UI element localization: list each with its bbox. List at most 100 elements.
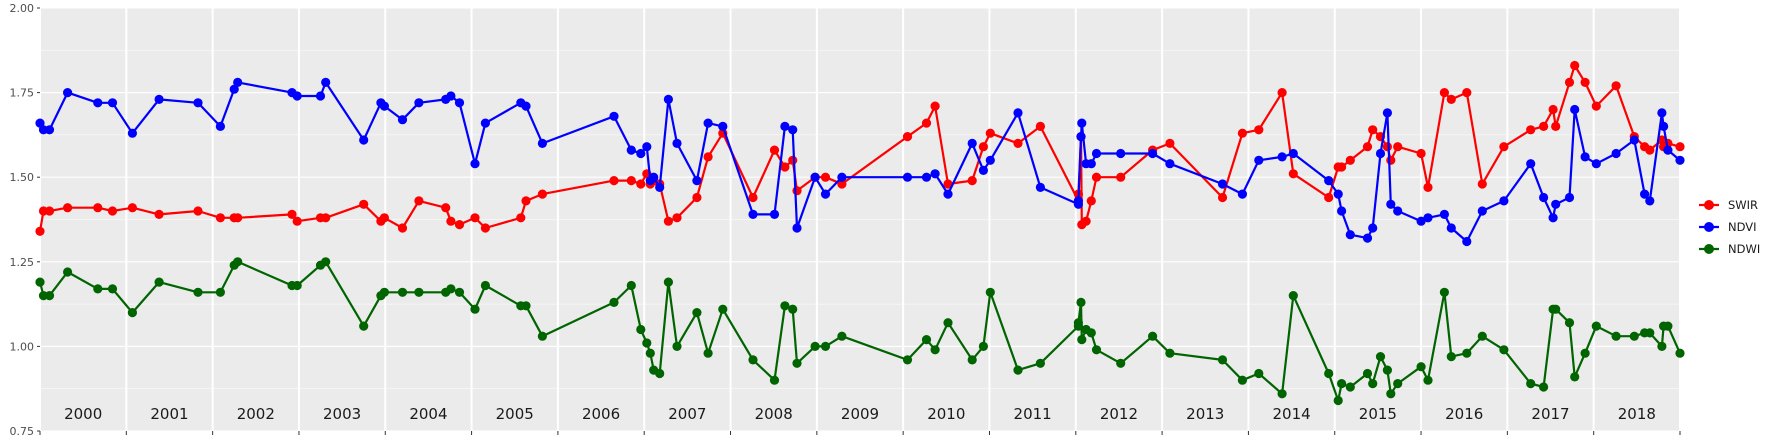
- data-point-ndwi: [1035, 358, 1045, 368]
- data-point-ndvi: [1375, 148, 1386, 159]
- data-point-ndvi: [229, 84, 239, 94]
- data-point-ndvi: [1423, 213, 1433, 223]
- data-point-ndwi: [1237, 375, 1247, 385]
- year-label: 2005: [496, 405, 534, 423]
- data-point-ndvi: [978, 165, 989, 175]
- data-point-ndvi: [1499, 196, 1509, 206]
- data-point-ndwi: [1382, 365, 1392, 375]
- data-point-swir: [321, 213, 331, 223]
- data-point-swir: [154, 209, 164, 219]
- data-point-ndwi: [1551, 304, 1561, 314]
- data-point-ndvi: [1591, 159, 1601, 169]
- data-point-ndvi: [655, 182, 665, 192]
- data-point-swir: [1462, 88, 1472, 98]
- data-point-ndwi: [978, 341, 989, 351]
- data-point-ndwi: [454, 287, 465, 297]
- data-point-swir: [788, 155, 798, 165]
- data-point-ndwi: [359, 321, 369, 331]
- data-point-ndvi: [1345, 230, 1355, 240]
- data-point-ndvi: [810, 172, 820, 182]
- data-point-ndwi: [414, 287, 424, 297]
- data-point-swir: [287, 209, 297, 219]
- data-point-ndvi: [902, 172, 913, 182]
- data-point-swir: [820, 172, 831, 182]
- data-point-ndwi: [1657, 341, 1667, 351]
- data-point-ndvi: [292, 91, 302, 101]
- data-series: [35, 60, 1685, 406]
- data-point-ndwi: [1570, 372, 1580, 382]
- data-point-ndvi: [1663, 145, 1673, 155]
- data-point-ndvi: [1333, 189, 1343, 199]
- data-point-swir: [978, 142, 989, 152]
- data-point-ndvi: [967, 138, 977, 148]
- data-point-ndwi: [154, 277, 164, 287]
- data-point-ndwi: [1591, 321, 1601, 331]
- data-point-ndwi: [921, 335, 932, 345]
- data-point-ndwi: [718, 304, 728, 314]
- data-point-swir: [1611, 81, 1621, 91]
- y-tick-label: 2.00: [10, 2, 35, 15]
- legend-marker: [1704, 200, 1714, 210]
- data-point-swir: [1446, 94, 1456, 104]
- data-point-ndwi: [35, 277, 45, 287]
- data-point-swir: [1591, 101, 1601, 111]
- data-point-swir: [215, 213, 225, 223]
- data-point-ndwi: [1675, 348, 1685, 358]
- data-point-ndwi: [792, 358, 802, 368]
- data-point-swir: [1254, 125, 1264, 135]
- data-point-swir: [930, 101, 940, 111]
- data-point-swir: [636, 179, 646, 189]
- data-point-ndwi: [193, 287, 203, 297]
- data-point-ndvi: [985, 155, 995, 165]
- data-point-ndwi: [379, 287, 389, 297]
- data-point-ndwi: [820, 341, 831, 351]
- data-point-ndwi: [397, 287, 408, 297]
- data-point-ndwi: [672, 341, 682, 351]
- data-point-swir: [921, 118, 932, 128]
- data-point-ndvi: [718, 121, 728, 131]
- data-point-swir: [470, 213, 480, 223]
- data-point-ndwi: [663, 277, 674, 287]
- data-point-swir: [837, 179, 847, 189]
- data-point-swir: [902, 132, 913, 142]
- data-point-ndwi: [1076, 297, 1086, 307]
- year-label: 2006: [582, 405, 620, 423]
- data-point-ndwi: [1580, 348, 1590, 358]
- data-point-ndvi: [1277, 152, 1287, 162]
- data-point-ndvi: [233, 77, 243, 87]
- data-point-ndvi: [1165, 159, 1175, 169]
- data-point-ndvi: [780, 121, 790, 131]
- data-point-ndwi: [1611, 331, 1621, 341]
- legend-label: SWIR: [1728, 198, 1758, 212]
- data-point-ndvi: [454, 98, 465, 108]
- data-point-swir: [35, 226, 45, 236]
- y-tick-label: 1.00: [10, 340, 35, 353]
- data-point-ndwi: [1423, 375, 1433, 385]
- data-point-ndwi: [1539, 382, 1549, 392]
- data-point-swir: [1345, 155, 1355, 165]
- data-point-ndvi: [1077, 118, 1087, 128]
- data-point-swir: [1013, 138, 1023, 148]
- data-point-ndwi: [93, 284, 103, 294]
- legend-item-ndvi: NDVI: [1699, 220, 1757, 234]
- data-point-ndwi: [810, 341, 820, 351]
- data-point-ndwi: [1091, 345, 1102, 355]
- data-point-ndvi: [609, 111, 619, 121]
- data-point-ndvi: [1091, 148, 1102, 159]
- data-point-swir: [672, 213, 682, 223]
- data-point-ndwi: [470, 304, 480, 314]
- data-point-swir: [93, 203, 103, 213]
- data-point-swir: [454, 220, 465, 230]
- data-point-ndwi: [1393, 379, 1403, 389]
- data-point-ndwi: [642, 338, 652, 348]
- data-point-ndvi: [943, 189, 953, 199]
- series-ndwi: [35, 257, 1685, 406]
- data-point-ndwi: [1148, 331, 1158, 341]
- data-point-ndwi: [1077, 335, 1087, 345]
- data-point-ndvi: [1645, 196, 1655, 206]
- data-point-swir: [748, 192, 758, 203]
- data-point-ndwi: [788, 304, 798, 314]
- data-point-ndwi: [292, 280, 302, 291]
- data-point-ndvi: [521, 101, 531, 111]
